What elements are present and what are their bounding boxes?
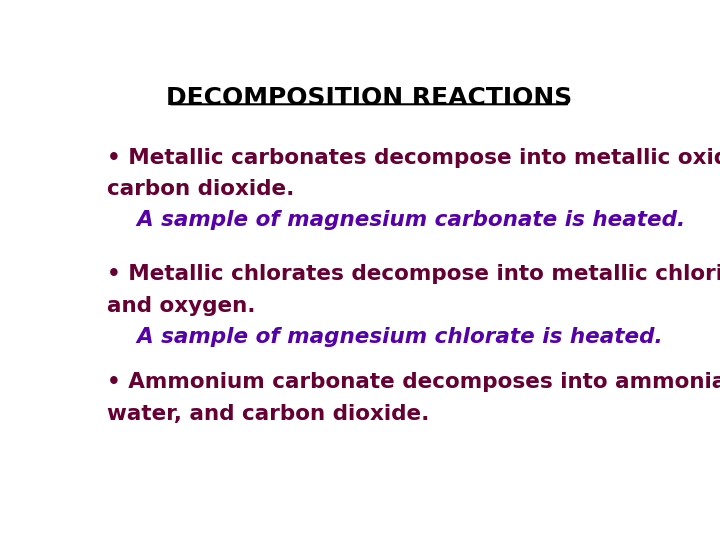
Text: • Metallic chlorates decompose into metallic chlorides: • Metallic chlorates decompose into meta… [107,265,720,285]
Text: A sample of magnesium carbonate is heated.: A sample of magnesium carbonate is heate… [107,210,685,231]
Text: • Ammonium carbonate decomposes into ammonia,: • Ammonium carbonate decomposes into amm… [107,373,720,393]
Text: DECOMPOSITION REACTIONS: DECOMPOSITION REACTIONS [166,85,572,110]
Text: • Metallic carbonates decompose into metallic oxides and: • Metallic carbonates decompose into met… [107,148,720,168]
Text: water, and carbon dioxide.: water, and carbon dioxide. [107,404,429,424]
Text: A sample of magnesium chlorate is heated.: A sample of magnesium chlorate is heated… [107,327,662,347]
Text: and oxygen.: and oxygen. [107,295,256,315]
Text: carbon dioxide.: carbon dioxide. [107,179,294,199]
